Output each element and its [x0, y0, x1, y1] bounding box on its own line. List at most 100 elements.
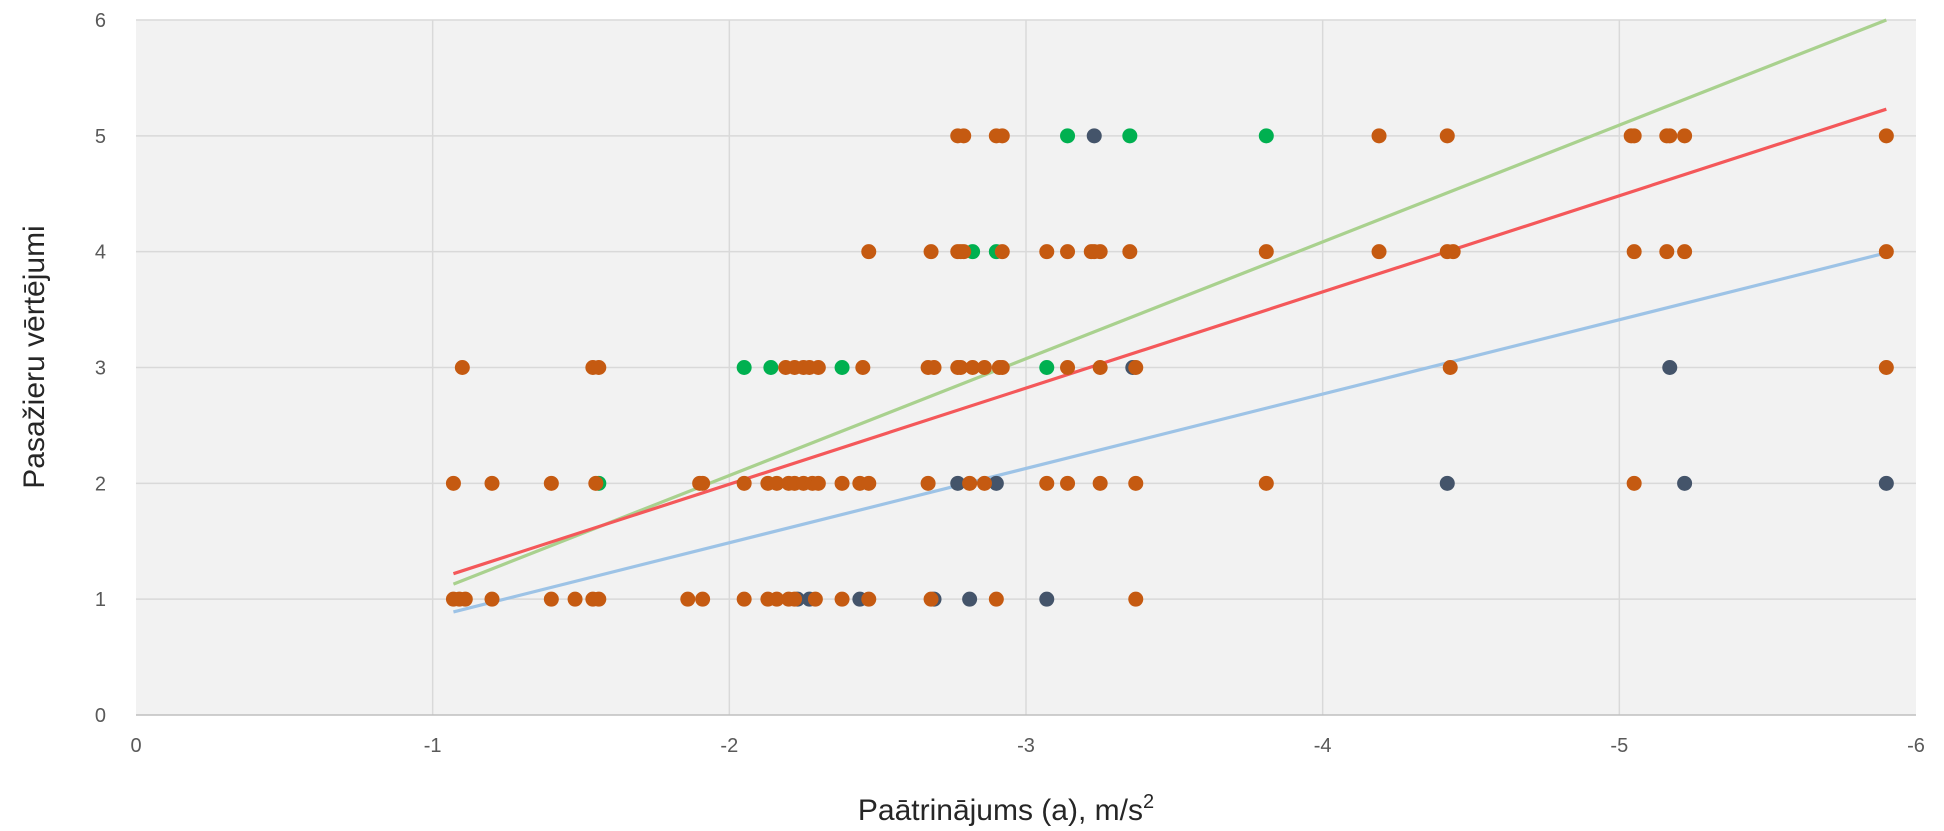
- data-point: [543, 591, 559, 607]
- data-point: [950, 475, 966, 491]
- y-tick-labels: 0 1 2 3 4 5 6: [95, 10, 106, 727]
- data-point: [1039, 360, 1055, 375]
- data-point: [1092, 244, 1108, 260]
- data-point: [1659, 244, 1675, 260]
- data-point: [953, 360, 969, 375]
- data-point: [962, 591, 978, 607]
- data-point: [1060, 360, 1076, 375]
- data-point: [567, 591, 583, 607]
- data-point: [454, 360, 470, 375]
- data-point: [976, 475, 992, 491]
- data-points: [445, 128, 1894, 607]
- data-point: [763, 360, 779, 375]
- data-point: [680, 591, 696, 607]
- data-point: [834, 591, 850, 607]
- y-tick-label: 6: [95, 10, 106, 32]
- data-point: [988, 475, 1004, 491]
- data-point: [988, 591, 1004, 607]
- data-point: [1086, 128, 1102, 144]
- x-tick-label: -5: [1610, 735, 1628, 757]
- data-point: [976, 360, 992, 375]
- data-point: [1878, 244, 1894, 260]
- data-point: [736, 475, 752, 491]
- data-point: [1442, 360, 1458, 375]
- data-point: [591, 591, 607, 607]
- data-point: [810, 360, 826, 375]
- data-point: [588, 475, 604, 491]
- trendlines: [452, 18, 1887, 614]
- y-tick-label: 3: [95, 358, 106, 380]
- data-point: [769, 475, 785, 491]
- data-point: [1122, 244, 1138, 260]
- data-point: [994, 360, 1010, 375]
- y-tick-label: 2: [95, 473, 106, 495]
- data-point: [1878, 128, 1894, 144]
- data-point: [965, 360, 981, 375]
- data-point: [1060, 244, 1076, 260]
- x-tick-label: 0: [130, 735, 141, 757]
- trendline: [453, 251, 1887, 614]
- data-point: [956, 244, 972, 260]
- data-point: [1258, 244, 1274, 260]
- data-point: [920, 475, 936, 491]
- data-point: [1060, 128, 1076, 144]
- y-tick-label: 4: [95, 242, 106, 264]
- trendline: [452, 18, 1887, 586]
- data-point: [787, 591, 803, 607]
- data-point: [1677, 244, 1693, 260]
- y-axis-label: Pasažieru vērtējumi: [18, 225, 51, 488]
- data-point: [1122, 128, 1138, 144]
- data-point: [484, 475, 500, 491]
- data-point: [1445, 244, 1461, 260]
- data-point: [695, 475, 711, 491]
- data-point: [591, 360, 607, 375]
- data-point: [926, 360, 942, 375]
- data-point: [1039, 244, 1055, 260]
- y-tick-label: 1: [95, 589, 106, 611]
- x-axis-label: Paātrinājums (a), m/s2: [858, 791, 1154, 827]
- data-point: [1878, 360, 1894, 375]
- data-point: [736, 591, 752, 607]
- data-point: [769, 591, 785, 607]
- data-point: [484, 591, 500, 607]
- data-point: [1662, 128, 1678, 144]
- data-point: [1677, 128, 1693, 144]
- x-tick-label: -1: [424, 735, 442, 757]
- x-tick-label: -3: [1017, 735, 1035, 757]
- data-point: [834, 475, 850, 491]
- data-point: [1039, 591, 1055, 607]
- data-point: [1626, 244, 1642, 260]
- data-point: [445, 475, 461, 491]
- data-point: [1258, 128, 1274, 144]
- data-point: [736, 360, 752, 375]
- data-point: [861, 244, 877, 260]
- data-point: [855, 360, 871, 375]
- data-point: [923, 244, 939, 260]
- data-point: [861, 475, 877, 491]
- x-tick-label: -2: [720, 735, 738, 757]
- data-point: [956, 128, 972, 144]
- data-point: [810, 475, 826, 491]
- x-tick-label: -6: [1907, 735, 1925, 757]
- y-tick-label: 0: [95, 705, 106, 727]
- data-point: [1371, 128, 1387, 144]
- data-point: [1662, 360, 1678, 375]
- data-point: [962, 475, 978, 491]
- data-point: [1878, 475, 1894, 491]
- data-point: [834, 360, 850, 375]
- data-point: [1092, 360, 1108, 375]
- data-point: [1677, 475, 1693, 491]
- data-point: [861, 591, 877, 607]
- trendline: [452, 107, 1887, 576]
- y-tick-label: 5: [95, 126, 106, 148]
- data-point: [1128, 591, 1144, 607]
- data-point: [1128, 360, 1144, 375]
- data-point: [923, 591, 939, 607]
- data-point: [807, 591, 823, 607]
- data-point: [1371, 244, 1387, 260]
- data-point: [1439, 475, 1455, 491]
- x-tick-labels: 0 -1 -2 -3 -4 -5 -6: [130, 735, 1924, 757]
- data-point: [994, 128, 1010, 144]
- data-point: [695, 591, 711, 607]
- data-point: [1060, 475, 1076, 491]
